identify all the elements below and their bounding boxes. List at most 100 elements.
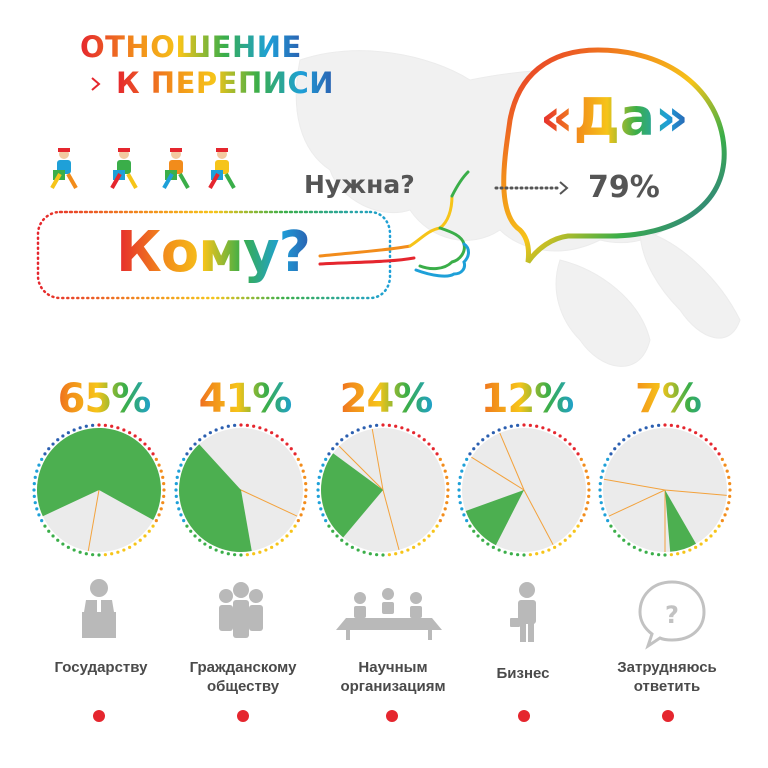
pie-1-ring-dot	[174, 494, 178, 498]
pie-3-ring-dot	[587, 488, 591, 492]
pie-1-ring-dot	[208, 545, 212, 549]
pie-1-ring-dot	[226, 424, 230, 428]
pie-1-ring-dot	[299, 513, 303, 517]
category-label-3: Бизнес	[448, 664, 598, 683]
pie-1-ring-dot	[299, 463, 303, 467]
pie-2-ring-dot	[443, 469, 447, 473]
pie-0	[32, 423, 166, 557]
pie-3-ring-dot	[472, 447, 476, 451]
pie-0-ring-dot	[56, 438, 60, 442]
pie-4-ring-dot	[632, 545, 636, 549]
pie-0-ring-dot	[103, 553, 107, 557]
pie-0-ring-dot	[61, 434, 65, 438]
stem-dot-4	[662, 710, 674, 722]
pie-4-ring-dot	[704, 538, 708, 542]
pie-0-ring-dot	[91, 423, 95, 427]
title-line-1: ОТНОШЕНИЕ	[80, 30, 302, 64]
pie-2-ring-dot	[417, 434, 421, 438]
pie-1-ring-dot	[177, 469, 181, 473]
pie-3-divider-1	[471, 456, 525, 491]
pie-1-ring-dot	[189, 447, 193, 451]
pie-1-ring-dot	[245, 553, 249, 557]
pie-4-ring-dot	[657, 423, 661, 427]
pie-2-ring-dot	[445, 501, 449, 505]
pie-4-ring-dot	[609, 452, 613, 456]
pie-3-ring-dot	[541, 550, 545, 554]
pie-3-ring-dot	[458, 501, 462, 505]
pie-4-ring-dot	[682, 426, 686, 430]
pie-1-slice	[178, 444, 252, 552]
pie-3-ring-dot	[541, 426, 545, 430]
pie-4-slice	[665, 490, 696, 552]
pie-0-slice	[36, 427, 161, 521]
pie-4-divider-2	[603, 478, 666, 491]
pie-3-ring-dot	[465, 519, 469, 523]
pie-1-ring-dot	[179, 513, 183, 517]
pie-4-ring-dot	[723, 513, 727, 517]
pie-4-ring-dot	[663, 423, 667, 427]
pie-0-ring-dot	[162, 482, 166, 486]
pie-4-ring-dot	[682, 550, 686, 554]
pie-2-ring-dot	[387, 423, 391, 427]
pie-4-ring-dot	[599, 475, 603, 479]
pie-1-ring-dot	[301, 469, 305, 473]
pie-0-ring-dot	[133, 434, 137, 438]
pie-0-ring-dot	[128, 431, 132, 435]
pie-3-ring-dot	[462, 513, 466, 517]
census-runners-icon	[50, 148, 236, 189]
needed-question: Нужна?	[304, 170, 415, 199]
pie-1-ring-dot	[275, 542, 279, 546]
pie-4-ring-dot	[638, 428, 642, 432]
pie-2-ring-dot	[446, 494, 450, 498]
pie-0-ring-dot	[91, 553, 95, 557]
pie-2-ring-dot	[381, 423, 385, 427]
stem-dot-2	[386, 710, 398, 722]
pie-3-ring-dot	[547, 548, 551, 552]
pie-0-ring-dot	[116, 550, 120, 554]
pie-4-ring-dot	[723, 463, 727, 467]
pie-1-ring-dot	[270, 431, 274, 435]
yes-speech-bubble	[501, 47, 727, 264]
pie-4-ring-dot	[713, 529, 717, 533]
pie-0-ring-dot	[78, 426, 82, 430]
pie-2-ring-dot	[356, 428, 360, 432]
pie-3-ring-dot	[503, 426, 507, 430]
pie-1-ring-dot	[220, 426, 224, 430]
pie-4-ring-dot	[688, 428, 692, 432]
pie-1-ring-dot	[203, 434, 207, 438]
pie-2-ring-dot	[317, 501, 321, 505]
pie-3-ring-dot	[460, 507, 464, 511]
value-label-3: 12%	[457, 376, 597, 422]
pie-0-ring-dot	[33, 475, 37, 479]
pie-4-ring-dot	[644, 550, 648, 554]
pie-1-ring-dot	[293, 452, 297, 456]
pie-4-ring-dot	[606, 519, 610, 523]
pie-2-divider-1	[338, 445, 384, 491]
pie-2-ring-dot	[400, 426, 404, 430]
pie-4-ring-dot	[598, 488, 602, 492]
pie-1-ring-dot	[280, 538, 284, 542]
pie-1-ring-dot	[264, 548, 268, 552]
pie-1-ring-dot	[185, 524, 189, 528]
pie-2-ring-dot	[445, 475, 449, 479]
pie-0-ring-dot	[110, 424, 114, 428]
pie-2-ring-dot	[438, 519, 442, 523]
pie-0-ring-dot	[151, 452, 155, 456]
pie-3-ring-dot	[481, 438, 485, 442]
pie-1-ring-dot	[182, 457, 186, 461]
pie-3-divider-2	[499, 432, 525, 491]
pie-4-ring-dot	[704, 438, 708, 442]
pie-4-ring-dot	[627, 542, 631, 546]
svg-text:?: ?	[665, 601, 679, 629]
pie-1-ring-dot	[285, 534, 289, 538]
pie-0-ring-dot	[143, 534, 147, 538]
pie-3-ring-dot	[468, 524, 472, 528]
pie-1-ring-dot	[293, 524, 297, 528]
pie-3-ring-dot	[535, 424, 539, 428]
pie-3-ring-dot	[509, 552, 513, 556]
pie-3-ring-dot	[584, 469, 588, 473]
pie-4-ring-dot	[709, 534, 713, 538]
pie-0-ring-dot	[161, 475, 165, 479]
pie-1-ring-dot	[182, 519, 186, 523]
pie-0-ring-dot	[151, 524, 155, 528]
